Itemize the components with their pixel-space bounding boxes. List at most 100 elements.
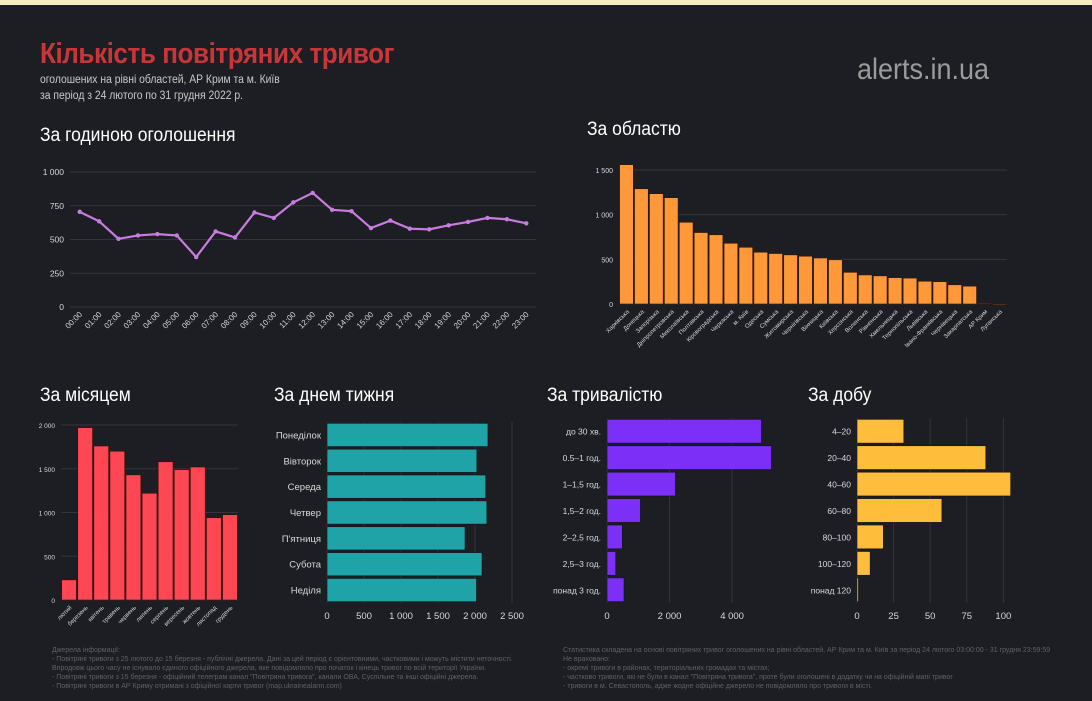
bar-daily xyxy=(856,524,884,550)
data-point xyxy=(291,200,296,205)
data-point xyxy=(485,215,490,221)
chart-duration: 0 2 000 4 000 до 30 хв. 0.5–1 год. 1–1,5 год.… xyxy=(553,418,772,622)
bar-daily xyxy=(856,471,1011,497)
data-point xyxy=(194,254,199,260)
y-category-label: 2,5–3 год. xyxy=(563,559,601,569)
x-tick-label: 2 000 xyxy=(463,611,487,622)
y-category-label: до 30 хв. xyxy=(566,427,601,437)
data-point xyxy=(427,227,432,232)
x-tick-label: 19:00 xyxy=(433,310,454,331)
bar-weekday xyxy=(326,474,487,499)
bar-region xyxy=(753,251,768,305)
data-point xyxy=(524,221,529,226)
bar-month xyxy=(109,450,126,601)
y-category-label: Четвер xyxy=(290,508,321,519)
y-tick-label: 0 xyxy=(59,302,64,312)
x-tick-label: 20:00 xyxy=(452,310,473,331)
bar-weekday xyxy=(326,526,466,551)
bar-region xyxy=(798,255,813,305)
data-point xyxy=(213,229,218,234)
section-title-month: За місяцем xyxy=(40,385,131,406)
bar-region xyxy=(649,193,664,305)
bar-month xyxy=(125,474,142,601)
data-point xyxy=(174,233,179,238)
bar-daily xyxy=(856,419,905,444)
data-point xyxy=(368,225,374,231)
bar-region xyxy=(678,221,694,305)
footer-line: Статистика складена на основі повітряних… xyxy=(563,647,1051,654)
x-tick-label: 12:00 xyxy=(297,310,318,331)
data-point xyxy=(135,233,141,238)
x-tick-label: 11:00 xyxy=(278,310,298,330)
y-category-label: 1,5–2 год. xyxy=(563,506,601,516)
data-point xyxy=(271,215,277,221)
bar-month xyxy=(93,445,109,601)
y-category-label: Субота xyxy=(289,560,321,571)
y-category-label: 60–80 xyxy=(827,506,851,516)
bar-region xyxy=(619,164,634,305)
bar-duration xyxy=(606,551,617,576)
x-tick-label: 0 xyxy=(854,611,859,622)
bar-daily xyxy=(856,577,859,602)
page-title: Кількість повітряних тривог xyxy=(40,38,395,70)
x-tick-label: 07:00 xyxy=(200,310,221,331)
x-tick-label: 16:00 xyxy=(374,310,395,331)
section-title-region: За областю xyxy=(587,119,681,140)
top-strip xyxy=(0,0,1092,5)
bar-region xyxy=(813,257,828,305)
bar-duration xyxy=(606,524,623,550)
bar-region xyxy=(634,188,649,305)
data-point xyxy=(96,219,102,224)
y-category-label: 100–120 xyxy=(818,559,851,569)
y-category-label: 0.5–1 год. xyxy=(563,453,601,463)
chart-daily: 0 25 50 75 100 4–20 20–40 40–60 60–80 80–100 100–1… xyxy=(811,418,1011,622)
chart-weekday: 0 500 1 000 1 500 2 000 2 500 Понеділок Вівторо… xyxy=(276,422,524,622)
y-tick-label: 2 000 xyxy=(39,423,56,430)
y-tick-label: 250 xyxy=(50,268,64,278)
data-point xyxy=(465,219,471,225)
bar-region xyxy=(992,303,1007,305)
y-tick-label: 1 500 xyxy=(39,467,56,474)
bar-month xyxy=(157,461,174,601)
y-category-label: понад 120 xyxy=(811,585,852,595)
x-tick-label: 1 000 xyxy=(389,611,413,622)
x-tick-label: 21:00 xyxy=(471,310,492,331)
y-tick-label: 0 xyxy=(609,302,613,309)
bar-region xyxy=(858,274,873,305)
y-category-label: Середа xyxy=(288,482,322,493)
footer-sources: Джерела інформації: - Повітряні тривоги з… xyxy=(52,646,513,691)
y-category-label: 80–100 xyxy=(823,532,852,542)
data-point xyxy=(388,218,393,223)
y-category-label: Неділя xyxy=(291,586,321,597)
y-tick-label: 1 000 xyxy=(43,167,65,177)
x-tick-label: 01:00 xyxy=(83,310,104,331)
x-tick-label: 13:00 xyxy=(316,310,337,331)
bar-weekday xyxy=(326,552,483,577)
bar-region xyxy=(947,284,962,305)
chart-hour: 0 250 500 750 1 000 00:0001:0002:0003:0004:00… xyxy=(43,167,536,331)
data-point xyxy=(116,236,121,242)
footer-line: - частково тривоги, які не були в канал … xyxy=(563,674,953,681)
bar-region xyxy=(738,246,754,305)
page-subtitle: оголошених на рівні областей, АР Крим та… xyxy=(40,74,280,86)
bar-region xyxy=(768,253,783,305)
data-point xyxy=(77,209,82,215)
bar-region xyxy=(932,281,948,305)
y-tick-label: 500 xyxy=(601,257,613,264)
bar-duration xyxy=(606,419,762,444)
x-tick-label: 05:00 xyxy=(161,310,182,331)
y-tick-label: 500 xyxy=(44,554,55,561)
bar-daily xyxy=(856,445,987,470)
bar-daily xyxy=(856,498,943,523)
bar-month xyxy=(173,469,190,601)
footer-line: - Повітряні тривоги в АР Криму отримані … xyxy=(52,683,342,690)
y-tick-label: 1 000 xyxy=(39,511,56,518)
footer-line: - Повітряні тривоги з 25 лютого до 15 бе… xyxy=(52,656,513,663)
bar-duration xyxy=(606,577,625,602)
footer-line: - окремі тривоги в районах, територіальн… xyxy=(563,665,770,672)
data-point xyxy=(232,235,238,240)
series-line xyxy=(79,191,527,259)
x-tick-label: 500 xyxy=(356,611,372,622)
footer-line: Впродовж цього часу не існувало єдиного … xyxy=(52,665,486,672)
